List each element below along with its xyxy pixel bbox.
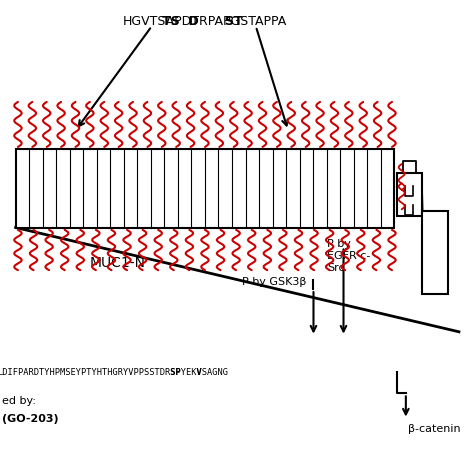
Text: SP   V: SP V (0, 368, 228, 376)
Text: MUC1-N: MUC1-N (89, 256, 145, 270)
Text: HGVTSAPDTRPAPGSTAPPA: HGVTSAPDTRPAPGSTAPPA (123, 15, 287, 28)
Bar (422, 211, 448, 294)
Text: (GO-203): (GO-203) (2, 414, 58, 425)
Bar (397, 173, 422, 216)
Text: P by GSK3β: P by GSK3β (242, 277, 306, 287)
Text: LDIFPARDTYHPMSEYPTYHTHGRYVPPSSTDRSPYEKVSAGNG: LDIFPARDTYHPMSEYPTYHTHGRYVPPSSTDRSPYEKVS… (0, 368, 228, 376)
Text: β-catenin: β-catenin (408, 424, 461, 434)
Bar (16, 149, 394, 228)
Text: ed by:: ed by: (2, 395, 36, 406)
Text: TS  D      ST: TS D ST (149, 15, 261, 28)
Text: P by
EGFR c-
Src: P by EGFR c- Src (328, 239, 371, 273)
